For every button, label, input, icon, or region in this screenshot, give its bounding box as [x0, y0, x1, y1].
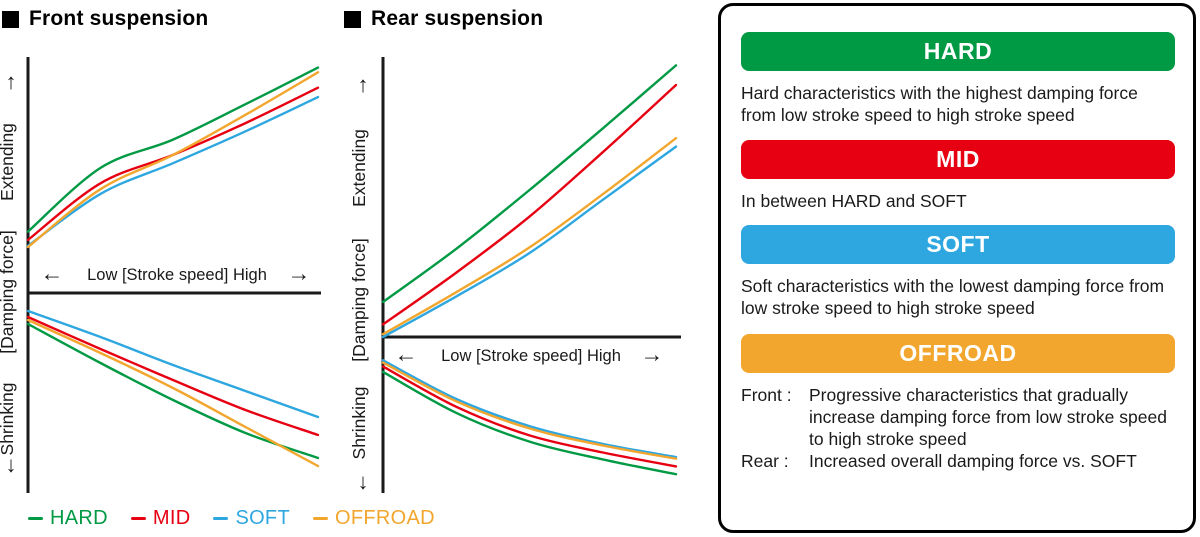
front-y-arrow-down: ↓	[6, 452, 17, 477]
rear-chart-title-label: Rear suspension	[371, 7, 544, 30]
curve-front-offroad-extending	[26, 71, 320, 249]
front-y-label-damping-force: [Damping force]	[0, 230, 17, 354]
front-y-label-extending: Extending	[0, 123, 17, 201]
mid-line-swatch-icon	[130, 517, 146, 520]
black-square-bullet-icon	[344, 10, 361, 28]
front-chart-title: Front suspension	[2, 7, 208, 31]
legend-label-soft: SOFT	[235, 507, 290, 529]
curve-front-mid-shrinking	[26, 315, 320, 437]
charts-canvas: ↑ Extending [Damping force] Shrinking ↓ …	[0, 57, 681, 494]
curve-rear-offroad-shrinking	[381, 361, 678, 460]
front-chart-title-label: Front suspension	[29, 7, 209, 30]
legend-item-soft: SOFT	[213, 507, 290, 530]
offroad-front-value: Progressive characteristics that gradual…	[809, 385, 1167, 449]
rear-y-label-damping-force: [Damping force]	[349, 238, 369, 362]
black-square-bullet-icon	[2, 10, 19, 28]
curve-front-offroad-shrinking	[26, 318, 320, 468]
curve-rear-hard-shrinking	[381, 370, 678, 476]
front-chart: ↑ Extending [Damping force] Shrinking ↓ …	[0, 57, 321, 493]
soft-mode-badge: SOFT	[741, 225, 1175, 264]
offroad-mode-badge: OFFROAD	[741, 334, 1175, 373]
curve-rear-offroad-extending	[381, 137, 678, 336]
chart-legend: HARD MID SOFT OFFROAD	[28, 507, 435, 530]
rear-chart: ↑ Extending [Damping force] Shrinking ↓ …	[349, 57, 681, 494]
curve-front-hard-extending	[26, 66, 320, 233]
rear-y-label-extending: Extending	[349, 129, 369, 207]
mode-explanation-panel: HARD Hard characteristics with the highe…	[718, 3, 1196, 533]
offroad-rear-value: Increased overall damping force vs. SOFT	[809, 451, 1137, 471]
front-y-label-shrinking: Shrinking	[0, 383, 17, 456]
offroad-mode-description: Front : Progressive characteristics that…	[741, 384, 1175, 472]
legend-label-mid: MID	[152, 507, 191, 529]
hard-mode-description: Hard characteristics with the highest da…	[741, 83, 1138, 125]
rear-y-arrow-up: ↑	[358, 72, 369, 97]
front-x-arrow-right: →	[288, 260, 311, 286]
front-y-arrow-up: ↑	[6, 69, 17, 94]
offroad-front-key: Front :	[741, 385, 792, 405]
legend-item-offroad: OFFROAD	[312, 507, 435, 530]
rear-x-arrow-right: →	[641, 341, 664, 367]
offroad-rear-key: Rear :	[741, 451, 789, 471]
soft-line-swatch-icon	[213, 517, 229, 520]
legend-item-hard: HARD	[28, 507, 108, 530]
front-x-axis-label: Low [Stroke speed] High	[87, 266, 267, 284]
curve-rear-mid-shrinking	[381, 365, 678, 468]
hard-mode-badge: HARD	[741, 32, 1175, 71]
curve-rear-mid-extending	[381, 83, 678, 326]
mid-mode-description: In between HARD and SOFT	[741, 191, 967, 211]
rear-x-arrow-left: ←	[395, 341, 418, 367]
curve-rear-soft-extending	[381, 145, 678, 339]
legend-item-mid: MID	[130, 507, 191, 530]
curve-front-soft-extending	[26, 95, 320, 247]
offroad-line-swatch-icon	[312, 517, 328, 520]
rear-x-axis-label: Low [Stroke speed] High	[441, 347, 621, 365]
hard-line-swatch-icon	[28, 517, 43, 520]
soft-mode-description: Soft characteristics with the lowest dam…	[741, 276, 1165, 318]
curve-rear-hard-extending	[381, 64, 678, 304]
curve-front-hard-shrinking	[26, 322, 320, 460]
rear-y-arrow-down: ↓	[358, 469, 369, 494]
mid-mode-badge: MID	[741, 140, 1175, 179]
legend-label-offroad: OFFROAD	[334, 507, 435, 529]
curve-front-soft-shrinking	[26, 309, 320, 419]
curve-rear-soft-shrinking	[381, 359, 678, 459]
legend-label-hard: HARD	[50, 507, 108, 529]
rear-chart-title: Rear suspension	[344, 7, 543, 31]
front-x-arrow-left: ←	[41, 260, 64, 286]
rear-y-label-shrinking: Shrinking	[349, 387, 369, 460]
